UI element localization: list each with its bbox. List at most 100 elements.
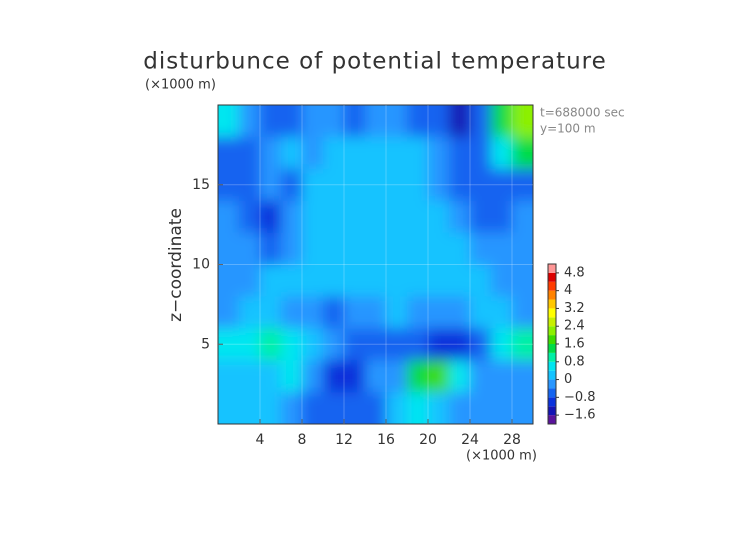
cell (260, 136, 282, 170)
cell (323, 232, 345, 266)
cell (302, 136, 324, 170)
cell (428, 232, 450, 266)
cell (407, 200, 429, 234)
cell (365, 136, 387, 170)
cell (428, 168, 450, 202)
cell (218, 168, 240, 202)
cell (239, 136, 261, 170)
cell (491, 328, 513, 361)
x-tick-label: 12 (335, 432, 353, 448)
colorbar-band (548, 272, 556, 282)
cell (512, 296, 533, 329)
cell (323, 360, 345, 393)
cell (365, 392, 387, 424)
cell (449, 105, 471, 138)
cell (302, 360, 324, 393)
colorbar-band (548, 415, 556, 424)
colorbar-tick-label: 3.2 (564, 301, 585, 316)
cell (218, 136, 240, 170)
cell (323, 296, 345, 329)
cell (260, 360, 282, 393)
cell (512, 328, 533, 361)
cell (449, 296, 471, 329)
colorbar-band (548, 361, 556, 371)
cell (218, 392, 240, 424)
cell (302, 264, 324, 297)
cell (512, 200, 533, 234)
cell (239, 360, 261, 393)
cell (386, 264, 408, 297)
cell (512, 392, 533, 424)
cell (512, 232, 533, 266)
cell (491, 296, 513, 329)
cell (428, 296, 450, 329)
x-unit: (×1000 m) (466, 449, 537, 464)
cell (218, 105, 240, 138)
cell (302, 392, 324, 424)
cell (260, 200, 282, 234)
cell (512, 105, 533, 138)
cell (386, 105, 408, 138)
cell (449, 264, 471, 297)
y-axis-label: z−coordinate (166, 208, 186, 322)
cell (407, 392, 429, 424)
cell (239, 168, 261, 202)
cell (449, 232, 471, 266)
cell (239, 105, 261, 138)
cell (260, 264, 282, 297)
cell (470, 136, 492, 170)
x-tick-label: 20 (419, 432, 437, 448)
colorbar-band (548, 299, 556, 309)
cell (239, 264, 261, 297)
cell (407, 105, 429, 138)
cell (281, 360, 303, 393)
cell (344, 105, 366, 138)
cell (386, 200, 408, 234)
cell (491, 136, 513, 170)
cell (239, 200, 261, 234)
cell (344, 232, 366, 266)
cell (281, 232, 303, 266)
x-tick-label: 24 (461, 432, 479, 448)
cell (449, 200, 471, 234)
cell (491, 360, 513, 393)
cell (218, 296, 240, 329)
chart-title: disturbunce of potential temperature (143, 49, 607, 75)
cell (470, 392, 492, 424)
cell (407, 264, 429, 297)
cell (449, 328, 471, 361)
colorbar-tick-label: 0 (564, 372, 572, 387)
colorbar-tick-label: 0.8 (564, 354, 585, 369)
cell (218, 232, 240, 266)
cells (218, 105, 533, 424)
cell (365, 264, 387, 297)
colorbar-band (548, 317, 556, 327)
colorbar-band (548, 290, 556, 300)
cell (281, 168, 303, 202)
cell (407, 168, 429, 202)
cell (344, 328, 366, 361)
cell (344, 296, 366, 329)
cell (260, 392, 282, 424)
cell (239, 392, 261, 424)
cell (218, 264, 240, 297)
cell (386, 168, 408, 202)
cell (470, 328, 492, 361)
cell (218, 200, 240, 234)
cell (470, 105, 492, 138)
colorbar-band (548, 344, 556, 353)
cell (281, 392, 303, 424)
cell (470, 168, 492, 202)
colorbar-band (548, 264, 556, 273)
cell (386, 392, 408, 424)
cell (449, 168, 471, 202)
cell (281, 136, 303, 170)
colorbar-band (548, 352, 556, 362)
cell (491, 105, 513, 138)
cell (491, 264, 513, 297)
cell (428, 105, 450, 138)
cell (470, 296, 492, 329)
cell (386, 360, 408, 393)
cell (344, 360, 366, 393)
